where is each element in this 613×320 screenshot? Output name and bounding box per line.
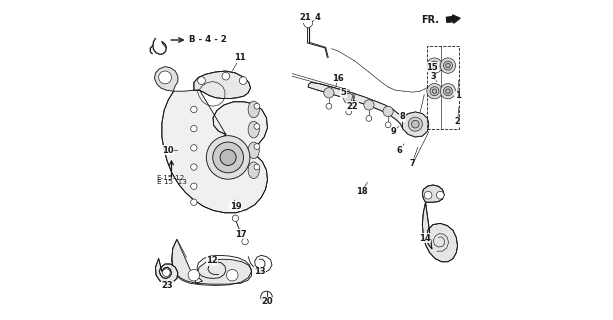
- Text: 3: 3: [430, 72, 436, 81]
- Text: 12: 12: [206, 256, 218, 265]
- Circle shape: [207, 136, 250, 179]
- Text: 14: 14: [419, 234, 431, 243]
- Circle shape: [326, 103, 332, 109]
- Circle shape: [446, 89, 450, 93]
- Polygon shape: [156, 259, 178, 283]
- Circle shape: [366, 116, 371, 121]
- Circle shape: [436, 191, 444, 199]
- Text: 10: 10: [162, 146, 174, 155]
- Circle shape: [383, 106, 393, 116]
- Circle shape: [222, 72, 230, 80]
- Circle shape: [427, 58, 442, 73]
- Text: B - 4 - 2: B - 4 - 2: [189, 35, 227, 44]
- Polygon shape: [154, 67, 178, 91]
- Circle shape: [443, 61, 452, 70]
- Circle shape: [232, 215, 238, 221]
- Polygon shape: [172, 239, 251, 284]
- Circle shape: [254, 103, 260, 109]
- Circle shape: [254, 164, 260, 170]
- Circle shape: [432, 63, 436, 68]
- Circle shape: [220, 149, 236, 165]
- Text: 13: 13: [254, 268, 265, 276]
- Circle shape: [440, 58, 455, 73]
- Circle shape: [188, 269, 200, 281]
- Circle shape: [191, 106, 197, 113]
- Ellipse shape: [248, 121, 259, 138]
- Circle shape: [432, 89, 436, 93]
- Circle shape: [191, 183, 197, 189]
- Text: 6: 6: [397, 146, 402, 155]
- Text: 16: 16: [332, 74, 343, 83]
- Circle shape: [159, 71, 172, 84]
- Ellipse shape: [248, 101, 259, 118]
- Circle shape: [385, 122, 391, 128]
- Polygon shape: [422, 202, 457, 262]
- Circle shape: [303, 19, 313, 28]
- Circle shape: [430, 87, 439, 96]
- Text: 18: 18: [356, 188, 367, 196]
- Circle shape: [430, 61, 439, 70]
- Polygon shape: [162, 90, 267, 213]
- Circle shape: [191, 145, 197, 151]
- Polygon shape: [403, 112, 428, 137]
- Text: 15: 15: [427, 63, 438, 72]
- Text: 17: 17: [235, 230, 247, 239]
- FancyArrow shape: [446, 15, 460, 23]
- Text: FR.: FR.: [421, 15, 440, 26]
- Circle shape: [443, 87, 452, 96]
- Circle shape: [411, 120, 419, 128]
- Polygon shape: [194, 71, 251, 99]
- Polygon shape: [308, 83, 405, 128]
- Text: 19: 19: [230, 202, 242, 211]
- Ellipse shape: [248, 162, 259, 179]
- Text: 7: 7: [409, 159, 415, 168]
- Circle shape: [198, 77, 205, 84]
- Text: 1: 1: [455, 92, 460, 100]
- Circle shape: [424, 191, 432, 199]
- Text: 23: 23: [161, 281, 173, 290]
- Circle shape: [346, 109, 352, 115]
- Bar: [427, 46, 459, 129]
- Circle shape: [191, 164, 197, 170]
- Circle shape: [162, 269, 170, 276]
- Text: 20: 20: [261, 297, 273, 306]
- Ellipse shape: [248, 142, 259, 159]
- Text: E-15-12: E-15-12: [157, 175, 185, 180]
- Text: 8: 8: [400, 112, 405, 121]
- Circle shape: [440, 84, 455, 99]
- Circle shape: [191, 125, 197, 132]
- Text: 11: 11: [234, 53, 246, 62]
- Circle shape: [191, 199, 197, 205]
- Text: 2: 2: [455, 117, 460, 126]
- Circle shape: [324, 88, 334, 98]
- Circle shape: [446, 63, 450, 68]
- Circle shape: [254, 144, 260, 149]
- Circle shape: [408, 117, 422, 131]
- Circle shape: [254, 124, 260, 129]
- Circle shape: [213, 142, 243, 173]
- Circle shape: [427, 84, 442, 99]
- Circle shape: [364, 100, 374, 110]
- Text: 9: 9: [391, 127, 397, 136]
- Circle shape: [261, 291, 272, 303]
- Circle shape: [344, 93, 354, 104]
- Polygon shape: [422, 185, 444, 202]
- Circle shape: [226, 269, 238, 281]
- Text: 22: 22: [346, 102, 358, 111]
- Text: 4: 4: [314, 13, 321, 22]
- Circle shape: [239, 77, 247, 84]
- Text: 5: 5: [340, 88, 346, 97]
- Text: 21: 21: [300, 13, 311, 22]
- Circle shape: [242, 238, 248, 245]
- Text: E 15  13: E 15 13: [157, 180, 186, 185]
